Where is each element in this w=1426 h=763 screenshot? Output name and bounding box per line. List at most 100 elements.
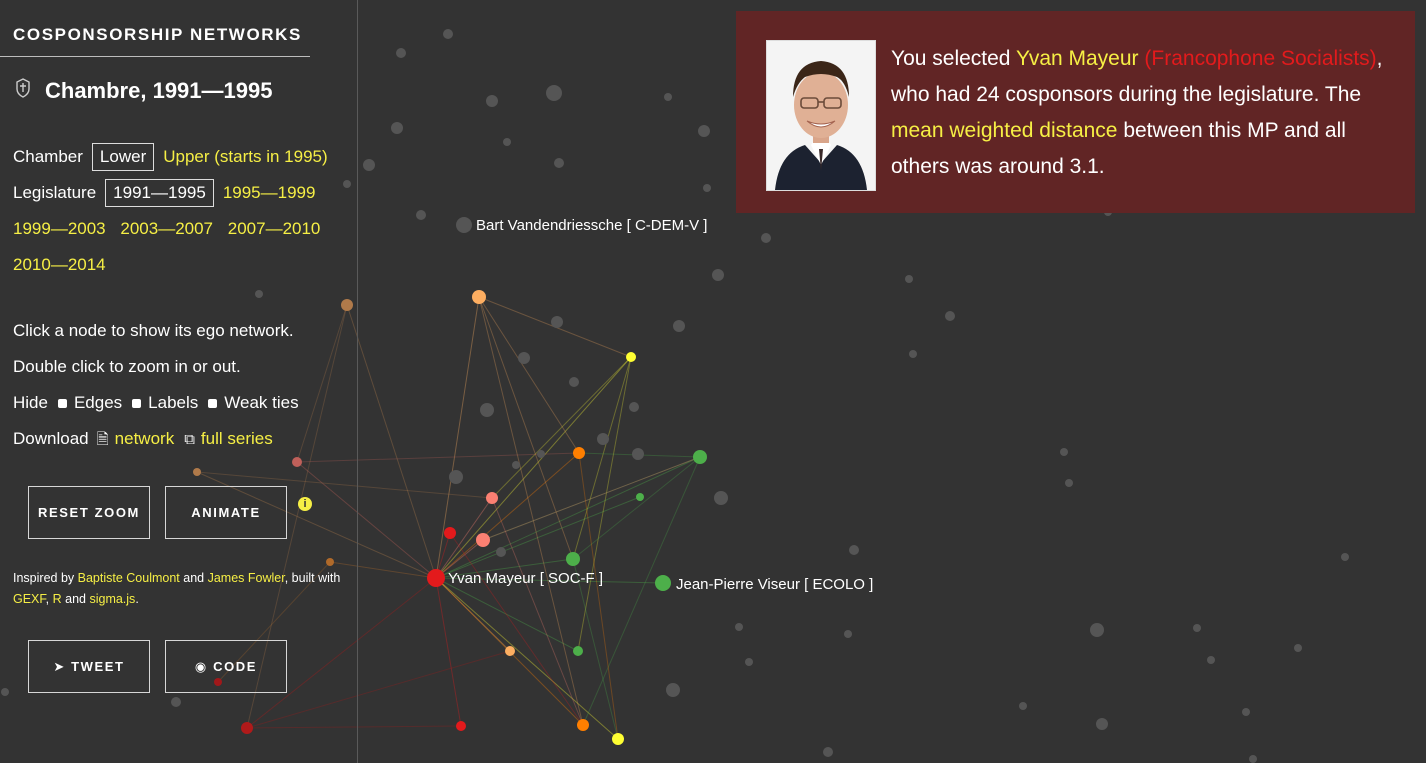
hide-weak-ties-label[interactable]: Weak ties <box>224 393 299 412</box>
graph-node-inactive[interactable] <box>416 210 426 220</box>
graph-node-inactive[interactable] <box>1065 479 1073 487</box>
graph-node-inactive[interactable] <box>714 491 728 505</box>
graph-node-inactive[interactable] <box>761 233 771 243</box>
graph-node-inactive[interactable] <box>909 350 917 358</box>
credit-link-r[interactable]: R <box>52 592 62 606</box>
graph-node-inactive[interactable] <box>823 747 833 757</box>
hide-weak-ties-checkbox[interactable] <box>208 399 218 409</box>
graph-node-inactive[interactable] <box>1 688 9 696</box>
graph-node-inactive[interactable] <box>518 352 530 364</box>
graph-node-inactive[interactable] <box>546 85 562 101</box>
graph-node-inactive[interactable] <box>512 461 520 469</box>
graph-node-n19[interactable] <box>241 722 253 734</box>
graph-node-inactive[interactable] <box>343 180 351 188</box>
graph-node-n12[interactable] <box>577 719 589 731</box>
brand-title[interactable]: COSPONSORSHIP NETWORKS <box>13 25 302 44</box>
graph-node-inactive[interactable] <box>1294 644 1302 652</box>
credit-link-fowler[interactable]: James Fowler <box>207 571 285 585</box>
hide-labels-label[interactable]: Labels <box>148 393 199 412</box>
graph-node-jean[interactable] <box>655 575 671 591</box>
graph-node-n5[interactable] <box>636 493 644 501</box>
credit-link-coulmont[interactable]: Baptiste Coulmont <box>77 571 180 585</box>
graph-node-n17[interactable] <box>326 558 334 566</box>
graph-node-inactive[interactable] <box>1096 718 1108 730</box>
graph-node-inactive[interactable] <box>171 697 181 707</box>
graph-node-inactive[interactable] <box>391 122 403 134</box>
graph-node-bart[interactable] <box>456 217 472 233</box>
graph-node-inactive[interactable] <box>486 95 498 107</box>
chamber-upper-link[interactable]: Upper (starts in 1995) <box>163 147 328 166</box>
graph-node-inactive[interactable] <box>664 93 672 101</box>
graph-node-inactive[interactable] <box>1060 448 1068 456</box>
hide-edges-label[interactable]: Edges <box>73 393 123 412</box>
graph-node-n4[interactable] <box>693 450 707 464</box>
graph-node-inactive[interactable] <box>673 320 685 332</box>
graph-node-inactive[interactable] <box>255 290 263 298</box>
graph-node-inactive[interactable] <box>844 630 852 638</box>
graph-node-inactive[interactable] <box>503 138 511 146</box>
graph-node-inactive[interactable] <box>554 158 564 168</box>
graph-node-n6[interactable] <box>486 492 498 504</box>
graph-node-inactive[interactable] <box>1341 553 1349 561</box>
graph-node-n16[interactable] <box>341 299 353 311</box>
graph-node-inactive[interactable] <box>597 433 609 445</box>
graph-node-n14[interactable] <box>292 457 302 467</box>
credit-link-sigma[interactable]: sigma.js <box>89 592 136 606</box>
graph-node-n15[interactable] <box>193 468 201 476</box>
code-button[interactable]: ◉ CODE <box>165 640 287 693</box>
legislature-link-1999[interactable]: 1999—2003 <box>13 219 106 238</box>
animate-button[interactable]: ANIMATE <box>165 486 287 539</box>
graph-node-inactive[interactable] <box>537 450 545 458</box>
reset-zoom-button[interactable]: RESET ZOOM <box>28 486 150 539</box>
graph-node-inactive[interactable] <box>629 402 639 412</box>
graph-node-inactive[interactable] <box>666 683 680 697</box>
graph-node-inactive[interactable] <box>745 658 753 666</box>
credit-link-gexf[interactable]: GEXF <box>13 592 46 606</box>
graph-node-n1[interactable] <box>472 290 486 304</box>
graph-node-inactive[interactable] <box>396 48 406 58</box>
graph-node-inactive[interactable] <box>703 184 711 192</box>
graph-node-inactive[interactable] <box>945 311 955 321</box>
graph-node-inactive[interactable] <box>1193 624 1201 632</box>
graph-node-n7[interactable] <box>476 533 490 547</box>
hide-labels-checkbox[interactable] <box>132 399 142 409</box>
graph-node-inactive[interactable] <box>363 159 375 171</box>
graph-node-inactive[interactable] <box>496 547 506 557</box>
graph-node-inactive[interactable] <box>735 623 743 631</box>
graph-node-n9[interactable] <box>566 552 580 566</box>
legislature-link-1995[interactable]: 1995—1999 <box>222 183 316 202</box>
graph-node-yvan[interactable] <box>427 569 445 587</box>
graph-node-inactive[interactable] <box>1019 702 1027 710</box>
graph-node-inactive[interactable] <box>849 545 859 555</box>
selected-mp-name[interactable]: Yvan Mayeur <box>1015 47 1139 70</box>
graph-node-inactive[interactable] <box>1242 708 1250 716</box>
graph-node-n20[interactable] <box>214 678 222 686</box>
graph-node-inactive[interactable] <box>1207 656 1215 664</box>
download-series-link[interactable]: full series <box>200 429 273 448</box>
graph-node-n3[interactable] <box>573 447 585 459</box>
info-icon[interactable]: i <box>298 497 312 511</box>
graph-node-inactive[interactable] <box>551 316 563 328</box>
tweet-button[interactable]: ➤ TWEET <box>28 640 150 693</box>
graph-node-inactive[interactable] <box>698 125 710 137</box>
legislature-link-2007[interactable]: 2007—2010 <box>227 219 321 238</box>
legislature-link-2010[interactable]: 2010—2014 <box>13 255 106 274</box>
graph-node-inactive[interactable] <box>632 448 644 460</box>
graph-node-n10[interactable] <box>505 646 515 656</box>
legislature-link-2003[interactable]: 2003—2007 <box>120 219 214 238</box>
graph-node-inactive[interactable] <box>1090 623 1104 637</box>
graph-node-inactive[interactable] <box>443 29 453 39</box>
metric-link[interactable]: mean weighted distance <box>891 119 1118 142</box>
graph-node-n18[interactable] <box>456 721 466 731</box>
download-network-link[interactable]: network <box>114 429 175 448</box>
graph-node-inactive[interactable] <box>1249 755 1257 763</box>
hide-edges-checkbox[interactable] <box>57 399 67 409</box>
graph-node-inactive[interactable] <box>712 269 724 281</box>
graph-node-n2[interactable] <box>626 352 636 362</box>
graph-node-n11[interactable] <box>573 646 583 656</box>
graph-node-inactive[interactable] <box>480 403 494 417</box>
graph-node-n8[interactable] <box>444 527 456 539</box>
graph-node-inactive[interactable] <box>449 470 463 484</box>
graph-node-inactive[interactable] <box>905 275 913 283</box>
